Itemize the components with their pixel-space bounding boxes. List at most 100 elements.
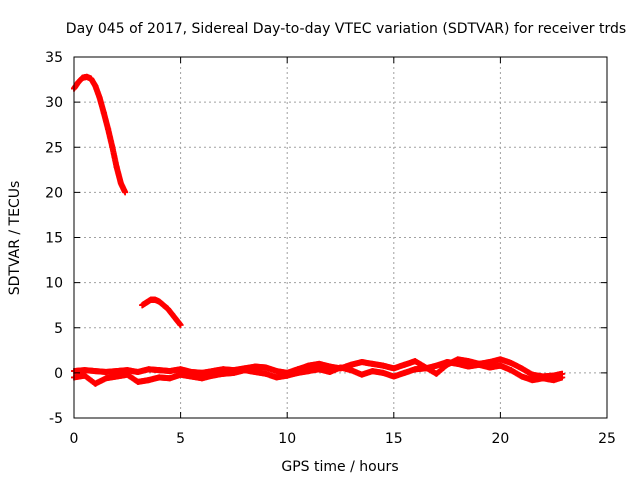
- data-point: [401, 361, 408, 368]
- data-point: [92, 82, 99, 89]
- data-point: [124, 371, 131, 378]
- data-point: [169, 311, 176, 318]
- data-point: [433, 362, 440, 369]
- data-point: [83, 73, 90, 80]
- data-point: [326, 368, 333, 375]
- data-point: [113, 164, 120, 171]
- x-tick-label: 0: [70, 431, 79, 447]
- data-point: [113, 368, 120, 375]
- data-point: [348, 361, 355, 368]
- data-point: [262, 364, 269, 371]
- data-point: [305, 368, 312, 375]
- data-point: [380, 362, 387, 369]
- y-tick-label: 35: [45, 50, 63, 66]
- data-point: [92, 368, 99, 375]
- data-point: [220, 370, 227, 377]
- data-point: [305, 362, 312, 369]
- x-tick-label: 15: [385, 431, 403, 447]
- data-point: [177, 366, 184, 373]
- data-point: [518, 365, 525, 372]
- data-point: [88, 75, 95, 82]
- data-point: [252, 363, 259, 370]
- data-point: [198, 369, 205, 376]
- data-point: [173, 316, 180, 323]
- data-point: [273, 374, 280, 381]
- data-point: [550, 377, 557, 384]
- tick-layer: 0 5 10 15 20 25 -5 0 5 10 15 20 25 30 35: [45, 50, 616, 447]
- x-tick-label: 20: [491, 431, 509, 447]
- data-point: [134, 368, 141, 375]
- data-point: [166, 368, 173, 375]
- data-point: [518, 373, 525, 380]
- data-point: [540, 375, 547, 382]
- y-tick-label: 30: [45, 95, 63, 111]
- x-tick-label: 10: [278, 431, 296, 447]
- data-point: [122, 189, 129, 196]
- x-axis-label: GPS time / hours: [281, 459, 398, 475]
- data-point: [262, 370, 269, 377]
- data-point: [497, 356, 504, 363]
- data-point: [476, 361, 483, 368]
- data-point: [102, 368, 109, 375]
- data-point: [454, 360, 461, 367]
- data-point: [316, 366, 323, 373]
- data-point: [81, 367, 88, 374]
- data-point: [177, 322, 184, 329]
- data-point: [117, 180, 124, 187]
- data-point: [508, 367, 515, 374]
- data-point: [139, 302, 146, 309]
- data-point: [465, 363, 472, 370]
- data-point: [96, 94, 103, 101]
- data-point: [164, 305, 171, 312]
- data-point: [508, 359, 515, 366]
- data-point: [177, 371, 184, 378]
- data-point: [529, 371, 536, 378]
- data-point: [156, 367, 163, 374]
- data-point: [422, 365, 429, 372]
- data-point: [143, 299, 150, 306]
- data-point: [109, 144, 116, 151]
- data-point: [465, 358, 472, 365]
- data-point: [390, 373, 397, 380]
- data-point: [241, 367, 248, 374]
- series-arc-1: [71, 73, 129, 196]
- data-point: [92, 380, 99, 387]
- data-point: [529, 377, 536, 384]
- y-tick-label: 25: [45, 140, 63, 156]
- data-point: [380, 369, 387, 376]
- data-point: [100, 109, 107, 116]
- x-tick-label: 25: [598, 431, 616, 447]
- y-tick-label: 10: [45, 276, 63, 292]
- data-point: [252, 368, 259, 375]
- x-tick-label: 5: [176, 431, 185, 447]
- data-point: [79, 74, 86, 81]
- data-point: [188, 373, 195, 380]
- data-point: [358, 359, 365, 366]
- data-point: [156, 298, 163, 305]
- data-point: [358, 371, 365, 378]
- data-point: [75, 79, 82, 86]
- data-point: [316, 360, 323, 367]
- data-point: [369, 368, 376, 375]
- chart-title: Day 045 of 2017, Sidereal Day-to-day VTE…: [66, 21, 626, 37]
- data-point: [284, 372, 291, 379]
- data-point: [113, 373, 120, 380]
- data-point: [230, 369, 237, 376]
- data-point: [166, 375, 173, 382]
- data-point: [486, 359, 493, 366]
- data-point: [209, 372, 216, 379]
- data-point: [412, 358, 419, 365]
- grid-layer: [74, 57, 607, 418]
- data-point: [156, 374, 163, 381]
- data-point: [160, 302, 167, 309]
- data-point: [145, 366, 152, 373]
- data-point: [369, 360, 376, 367]
- data-point: [198, 375, 205, 382]
- data-layer: [71, 73, 566, 387]
- data-point: [337, 364, 344, 371]
- y-tick-label: 20: [45, 185, 63, 201]
- y-tick-label: 15: [45, 231, 63, 247]
- series-baseline-b: [71, 359, 566, 387]
